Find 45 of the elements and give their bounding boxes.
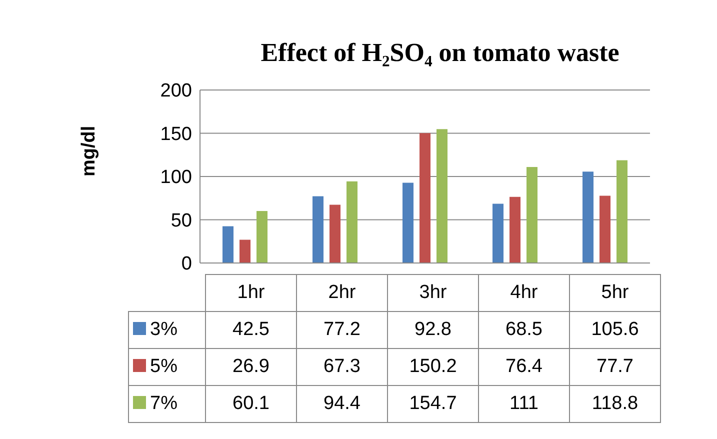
y-tick-label: 100 bbox=[160, 167, 192, 188]
bar bbox=[526, 166, 538, 263]
bar bbox=[256, 211, 268, 263]
bar bbox=[600, 196, 610, 263]
bar bbox=[240, 240, 250, 263]
data-label: 26.9 bbox=[206, 348, 296, 386]
bar bbox=[436, 129, 448, 263]
y-tick-label: 50 bbox=[170, 210, 192, 232]
data-label: 118.8 bbox=[570, 386, 660, 422]
bar bbox=[420, 133, 430, 263]
y-tick-label: 0 bbox=[181, 254, 192, 275]
bar bbox=[222, 226, 234, 263]
legend-label: 5% bbox=[128, 348, 206, 386]
legend-label: 3% bbox=[128, 312, 206, 348]
data-label: 94.4 bbox=[296, 386, 388, 422]
data-label: 92.8 bbox=[388, 312, 478, 348]
data-label: 154.7 bbox=[388, 386, 478, 422]
data-label: 68.5 bbox=[478, 312, 570, 348]
data-label: 77.7 bbox=[570, 348, 660, 386]
bar bbox=[616, 160, 628, 263]
chart-title: Effect of H₂SO₄ on tomato waste bbox=[260, 38, 620, 68]
x-tick-label: 2hr bbox=[296, 274, 388, 312]
y-tick-label: 150 bbox=[160, 124, 192, 145]
y-tick-label: 200 bbox=[160, 80, 192, 102]
data-label: 76.4 bbox=[478, 348, 570, 386]
data-label: 150.2 bbox=[388, 348, 478, 386]
x-tick-label: 5hr bbox=[570, 274, 660, 312]
x-tick-label: 1hr bbox=[206, 274, 296, 312]
bar bbox=[582, 172, 594, 263]
legend-label: 7% bbox=[128, 386, 206, 422]
data-label: 60.1 bbox=[206, 386, 296, 422]
bar bbox=[510, 196, 520, 263]
bar bbox=[492, 204, 504, 263]
bar bbox=[402, 182, 414, 263]
data-label: 42.5 bbox=[206, 312, 296, 348]
y-axis-title: mg/dl bbox=[78, 126, 100, 176]
bar bbox=[312, 196, 324, 263]
x-tick-label: 4hr bbox=[478, 274, 570, 312]
bar bbox=[330, 204, 340, 263]
data-label: 67.3 bbox=[296, 348, 388, 386]
data-label: 77.2 bbox=[296, 312, 388, 348]
x-tick-label: 3hr bbox=[388, 274, 478, 312]
data-label: 111 bbox=[478, 386, 570, 422]
data-label: 105.6 bbox=[570, 312, 660, 348]
bar bbox=[346, 181, 358, 263]
